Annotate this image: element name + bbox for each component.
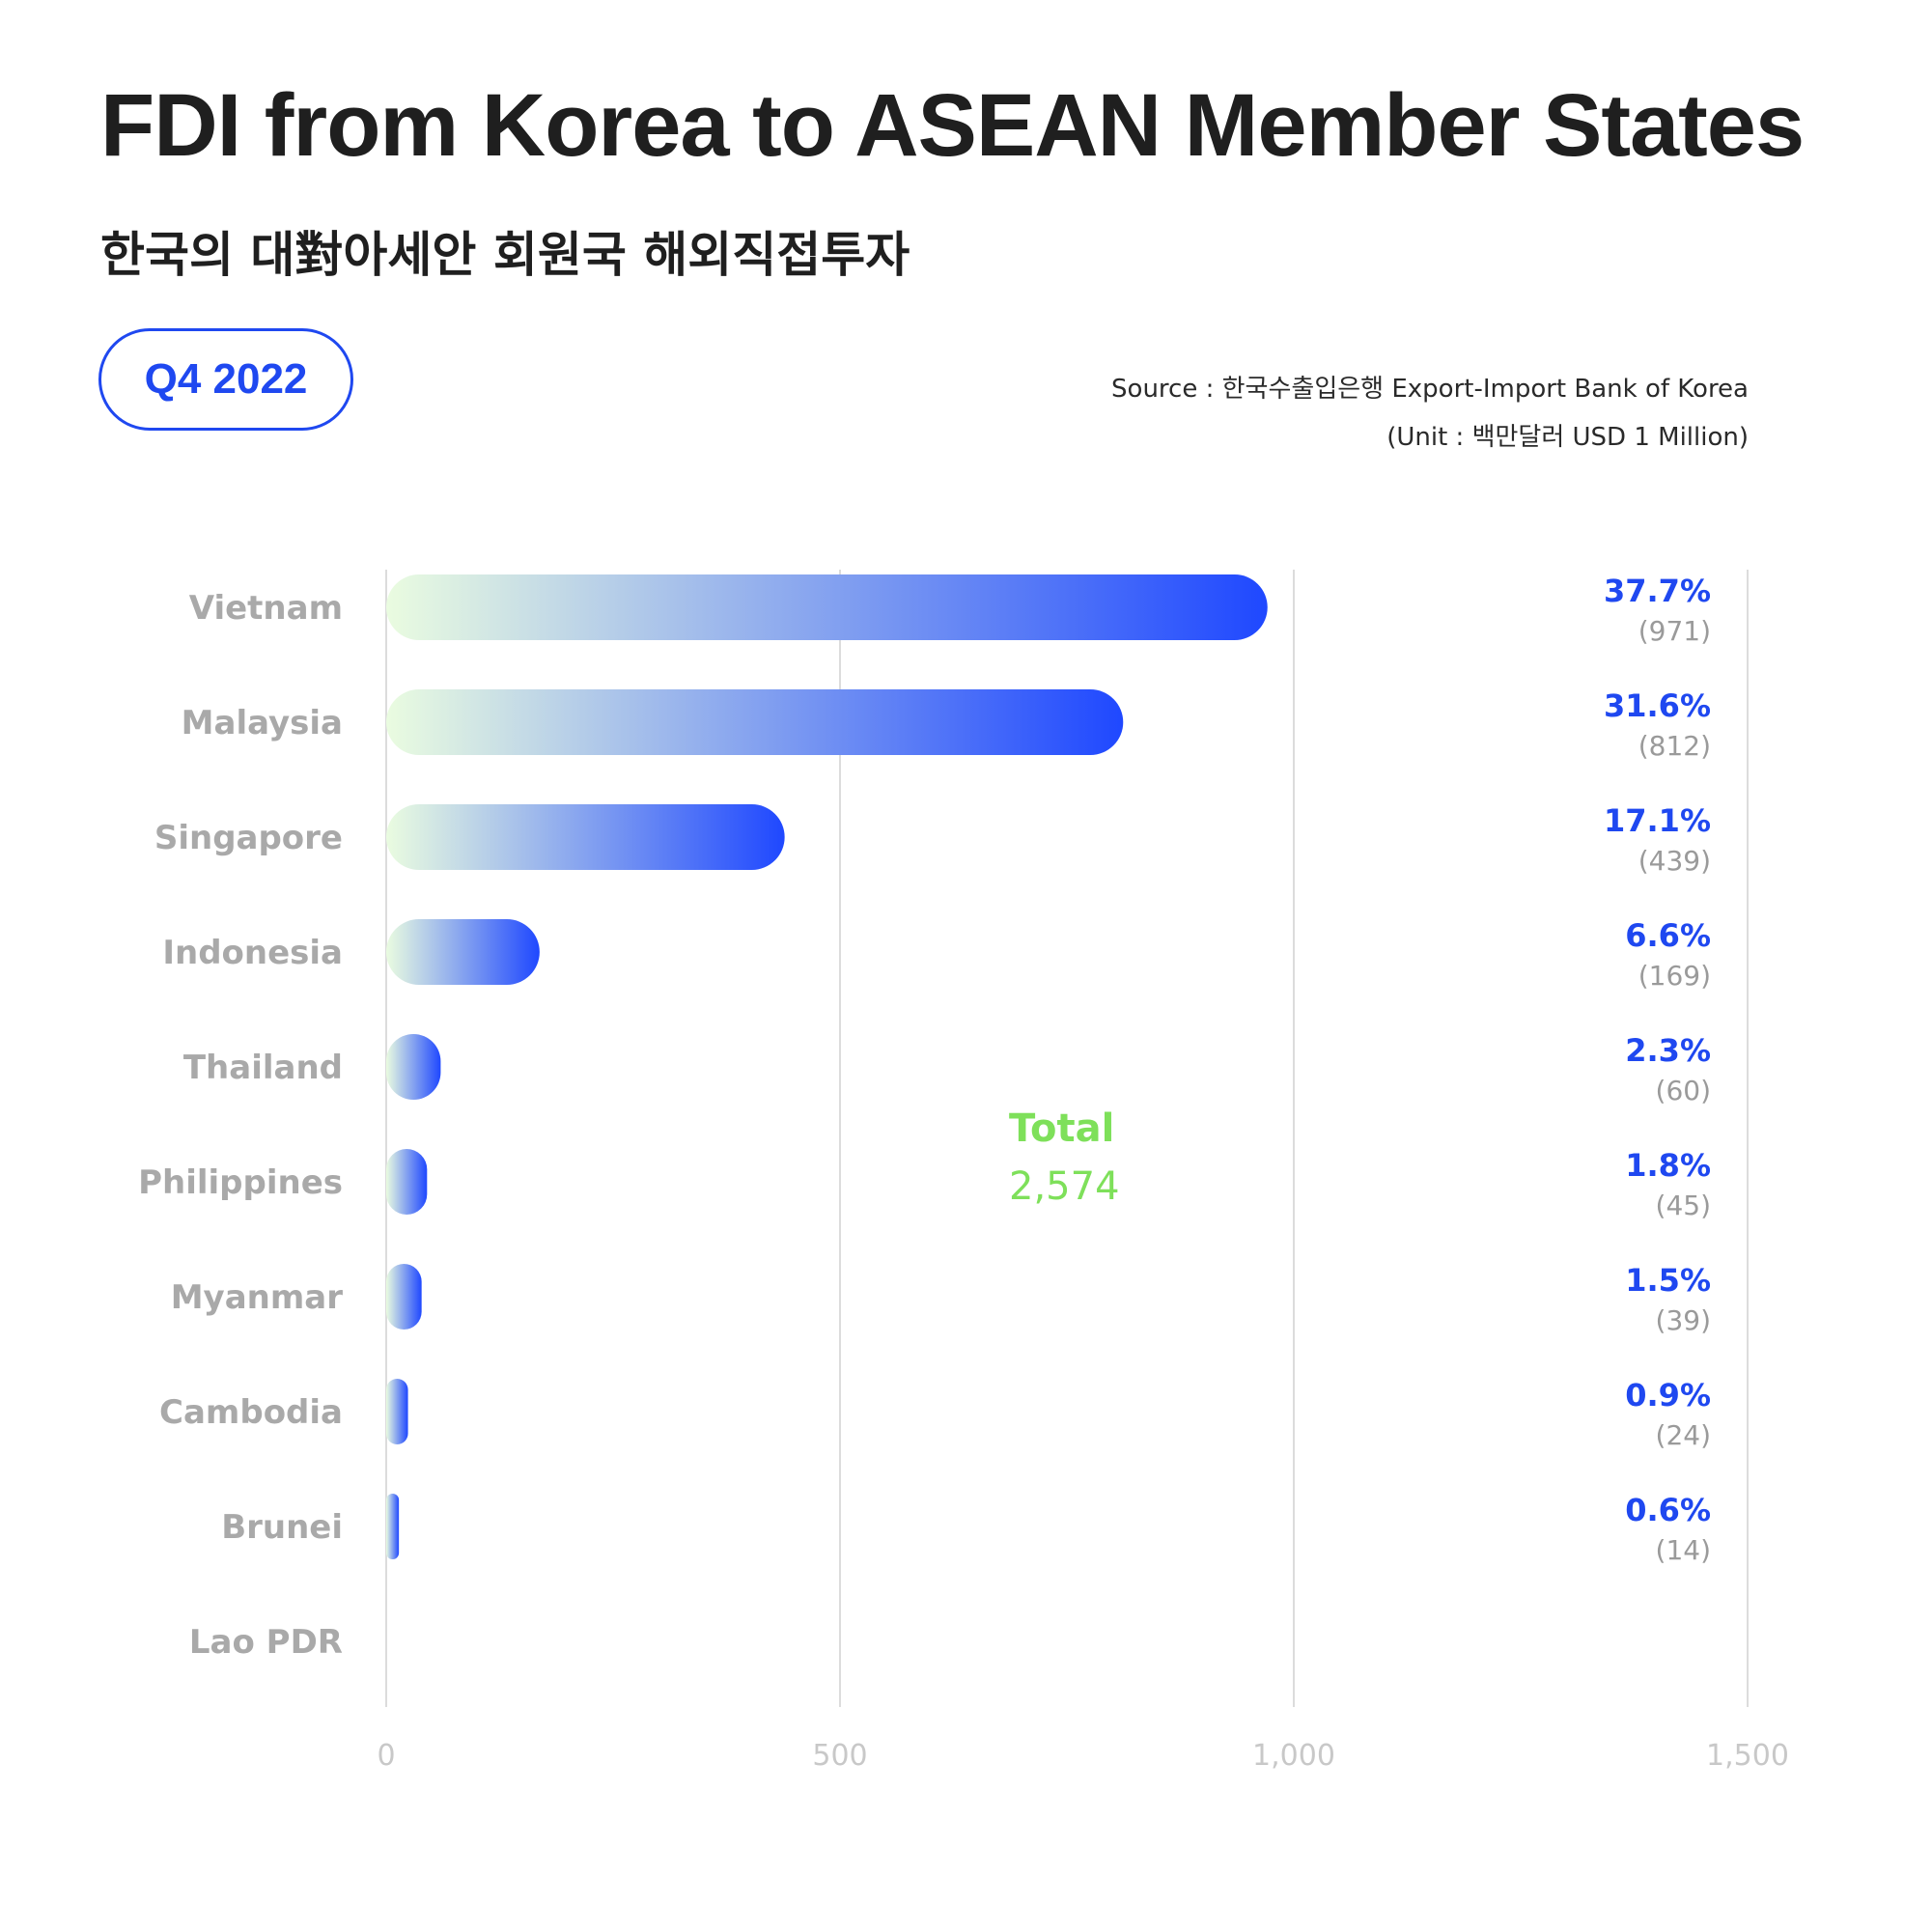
x-tick-label: 500: [812, 1739, 867, 1773]
percent-label: 2.3%: [1625, 1032, 1711, 1069]
source-note: Source : 한국수출입은행 Export-Import Bank of K…: [1111, 375, 1749, 404]
grid-lines: [385, 570, 1749, 1707]
page-title: FDI from Korea to ASEAN Member States: [100, 76, 1805, 175]
value-label: (169): [1638, 960, 1711, 992]
category-label: Indonesia: [162, 934, 343, 972]
category-label: Philippines: [138, 1163, 343, 1202]
x-tick-label: 1,000: [1252, 1739, 1335, 1773]
total-label: Total: [1009, 1106, 1114, 1151]
category-label: Lao PDR: [189, 1623, 343, 1662]
percent-label: 31.6%: [1604, 687, 1711, 724]
bar: [386, 1264, 422, 1330]
value-label: (60): [1656, 1075, 1711, 1106]
bar: [386, 689, 1124, 755]
value-annotations: 37.7% (971) 31.6% (812) 17.1% (439) 6.6% (169) 2…: [1604, 573, 1711, 1566]
percent-label: 1.8%: [1625, 1147, 1711, 1184]
category-label: Singapore: [154, 819, 343, 857]
percent-label: 6.6%: [1625, 917, 1711, 954]
category-labels: Vietnam Malaysia Singapore Indonesia Thailan…: [138, 589, 343, 1662]
value-label: (14): [1656, 1534, 1711, 1566]
value-label: (45): [1656, 1190, 1711, 1221]
page-subtitle: 한국의 대對아세안 회원국 해외직접투자: [100, 227, 910, 283]
bar: [386, 1379, 408, 1444]
bar: [386, 1034, 441, 1100]
category-label: Cambodia: [159, 1393, 343, 1432]
value-label: (39): [1656, 1304, 1711, 1336]
percent-label: 0.6%: [1625, 1492, 1711, 1528]
percent-label: 1.5%: [1625, 1262, 1711, 1299]
bar: [386, 919, 540, 985]
bar: [386, 804, 785, 870]
category-label: Vietnam: [189, 589, 343, 628]
unit-note: (Unit : 백만달러 USD 1 Million): [1386, 423, 1749, 452]
axis-ticks: 0 500 1,000 1,500: [377, 1739, 1788, 1773]
category-label: Thailand: [183, 1049, 343, 1087]
x-tick-label: 1,500: [1706, 1739, 1789, 1773]
percent-label: 17.1%: [1604, 802, 1711, 839]
x-tick-label: 0: [377, 1739, 395, 1773]
period-badge: Q4 2022: [98, 328, 353, 431]
value-label: (971): [1638, 615, 1711, 647]
value-label: (24): [1656, 1419, 1711, 1451]
category-label: Brunei: [221, 1508, 343, 1547]
category-label: Malaysia: [182, 704, 343, 742]
bar: [386, 1149, 428, 1215]
value-label: (439): [1638, 845, 1711, 877]
percent-label: 37.7%: [1604, 573, 1711, 609]
bar: [386, 1494, 400, 1559]
total-value: 2,574: [1009, 1164, 1120, 1209]
bar: [386, 574, 1268, 640]
category-label: Myanmar: [171, 1278, 344, 1317]
value-label: (812): [1638, 730, 1711, 762]
bars: [386, 574, 1268, 1559]
percent-label: 0.9%: [1625, 1377, 1711, 1414]
